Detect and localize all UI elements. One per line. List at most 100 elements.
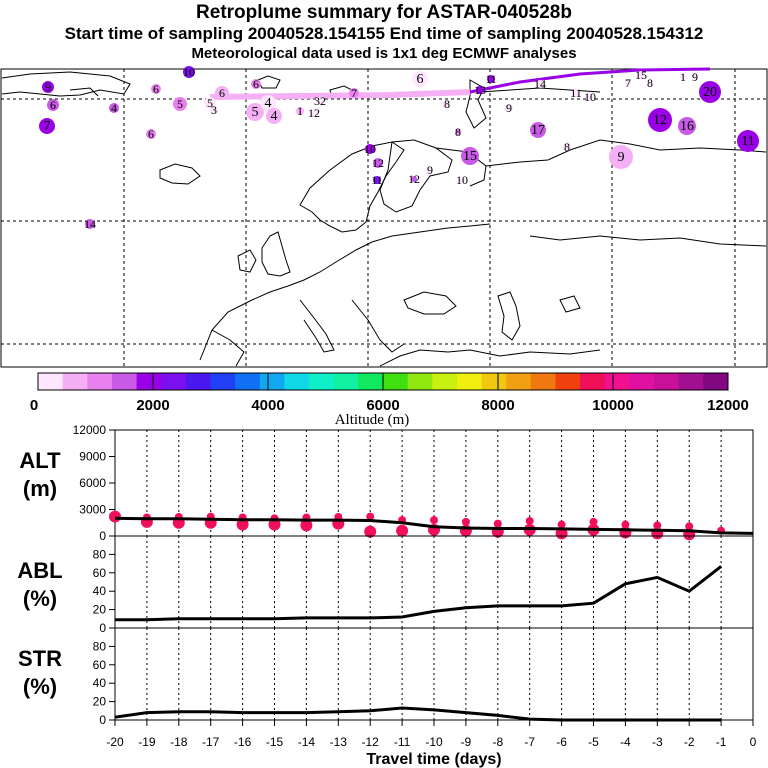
altitude-point xyxy=(525,516,534,525)
map-label: 4 xyxy=(266,108,282,124)
map-label: 6 xyxy=(146,127,156,141)
map-label: 6 xyxy=(251,77,261,91)
colorbar-tick-label: 8000 xyxy=(481,397,514,414)
map-label-text: 14 xyxy=(84,217,96,231)
map-frame xyxy=(0,68,768,368)
map-label-marker xyxy=(183,66,195,78)
x-tick-label: -14 xyxy=(298,735,316,749)
map-label-marker xyxy=(173,97,187,111)
colorbar-swatch xyxy=(309,373,335,390)
map-label: 10 xyxy=(456,173,468,187)
colorbar-tick-label: 10000 xyxy=(592,397,634,414)
x-tick-label: -12 xyxy=(362,735,380,749)
y-tick-label: 6000 xyxy=(79,476,106,490)
map-label: 10 xyxy=(183,65,195,79)
y-axis-label: (m) xyxy=(23,476,57,501)
colorbar-swatch xyxy=(678,373,704,390)
x-tick-label: -10 xyxy=(425,735,443,749)
x-tick-label: -17 xyxy=(202,735,220,749)
map-label-marker xyxy=(260,95,276,111)
colorbar-swatch xyxy=(456,373,483,390)
colorbar-swatch xyxy=(284,373,310,390)
map-label: 6 xyxy=(215,86,229,100)
map-label: 5 xyxy=(173,97,187,111)
map-graticule xyxy=(1,69,767,367)
map-label-marker xyxy=(47,99,59,111)
map-label-marker xyxy=(459,177,465,183)
map-label: 9 xyxy=(692,70,698,84)
map-label: 10 xyxy=(584,90,596,104)
colorbar-tick-label: 6000 xyxy=(366,397,399,414)
map-label-marker xyxy=(625,80,631,86)
map-label-text: 8 xyxy=(455,125,461,139)
map-label-text: 10 xyxy=(584,90,596,104)
map-label-marker xyxy=(412,71,428,87)
chart-title: Retroplume summary for ASTAR-040528b xyxy=(196,2,572,23)
map-label-marker xyxy=(365,144,375,154)
map-label-marker xyxy=(692,74,698,80)
colorbar-swatch xyxy=(87,373,113,390)
map-label: 9 xyxy=(427,163,433,177)
map-label-text: 1 xyxy=(680,70,686,84)
colorbar-swatch xyxy=(604,373,630,390)
altitude-point xyxy=(236,518,249,531)
y-tick-label: 80 xyxy=(93,547,107,561)
map-label-marker xyxy=(680,74,686,80)
x-tick-label: -5 xyxy=(588,735,599,749)
map-label: 5 xyxy=(246,103,264,121)
colorbar-label: Altitude (m) xyxy=(335,412,410,428)
colorbar-swatch xyxy=(358,373,384,390)
x-tick-label: 0 xyxy=(750,735,757,749)
map-label-text: 3 xyxy=(211,103,217,117)
colorbar-swatch xyxy=(629,373,655,390)
x-tick-label: -2 xyxy=(684,735,695,749)
map-label-marker xyxy=(572,89,580,97)
x-tick-label: -9 xyxy=(461,735,472,749)
map-label: 16 xyxy=(678,117,696,135)
map-label-text: 7 xyxy=(351,86,357,100)
map-label: 15 xyxy=(461,147,479,165)
map-label-text: 32 xyxy=(314,94,326,108)
altitude-point xyxy=(268,518,281,531)
x-tick-label: -3 xyxy=(652,735,663,749)
map-label-marker xyxy=(699,81,721,103)
map-label-text: 4 xyxy=(265,96,272,111)
met-data-text: Meteorological data used is 1x1 deg ECMW… xyxy=(191,45,577,62)
colorbar-swatch xyxy=(580,373,606,390)
map-label-text: 7 xyxy=(44,119,51,134)
map-label: 6 xyxy=(412,71,428,87)
map-label-marker xyxy=(637,71,645,79)
map-label: 12 xyxy=(308,106,320,120)
map-label: 8 xyxy=(563,140,571,154)
map-label-text: 5 xyxy=(252,105,259,120)
x-tick-label: -18 xyxy=(170,735,188,749)
x-tick-label: -19 xyxy=(138,735,156,749)
map-label-marker xyxy=(85,219,95,229)
map-label: 9 xyxy=(505,101,513,115)
x-tick-label: -4 xyxy=(620,735,631,749)
map-label-text: 20 xyxy=(703,85,717,100)
map-label: 8 xyxy=(455,125,461,139)
colorbar-tick-label: 12000 xyxy=(707,397,749,414)
map-label-marker xyxy=(443,100,451,108)
map-label: 12 xyxy=(408,172,420,186)
altitude-point xyxy=(685,522,694,531)
panel-alt: 0 3000 6000 9000 12000 ALT (m) xyxy=(19,423,754,543)
colorbar-swatch xyxy=(481,373,507,390)
altitude-point xyxy=(109,510,121,523)
y-axis-label: (%) xyxy=(23,586,57,611)
map-label-marker xyxy=(563,143,571,151)
map-label-text: 6 xyxy=(417,72,424,87)
y-axis-label: (%) xyxy=(23,674,57,699)
map-label-marker xyxy=(42,81,54,93)
map-label-text: 7 xyxy=(625,76,631,90)
map-label-text: 12 xyxy=(308,106,320,120)
map-label: 6 xyxy=(47,98,59,112)
map-label-text: 1 xyxy=(297,104,303,118)
colorbar-swatch xyxy=(654,373,680,390)
map-label-marker xyxy=(146,129,156,139)
map-label: 6 xyxy=(151,82,161,96)
map-label-text: 9 xyxy=(506,101,512,115)
map-label-text: 17 xyxy=(531,123,545,138)
